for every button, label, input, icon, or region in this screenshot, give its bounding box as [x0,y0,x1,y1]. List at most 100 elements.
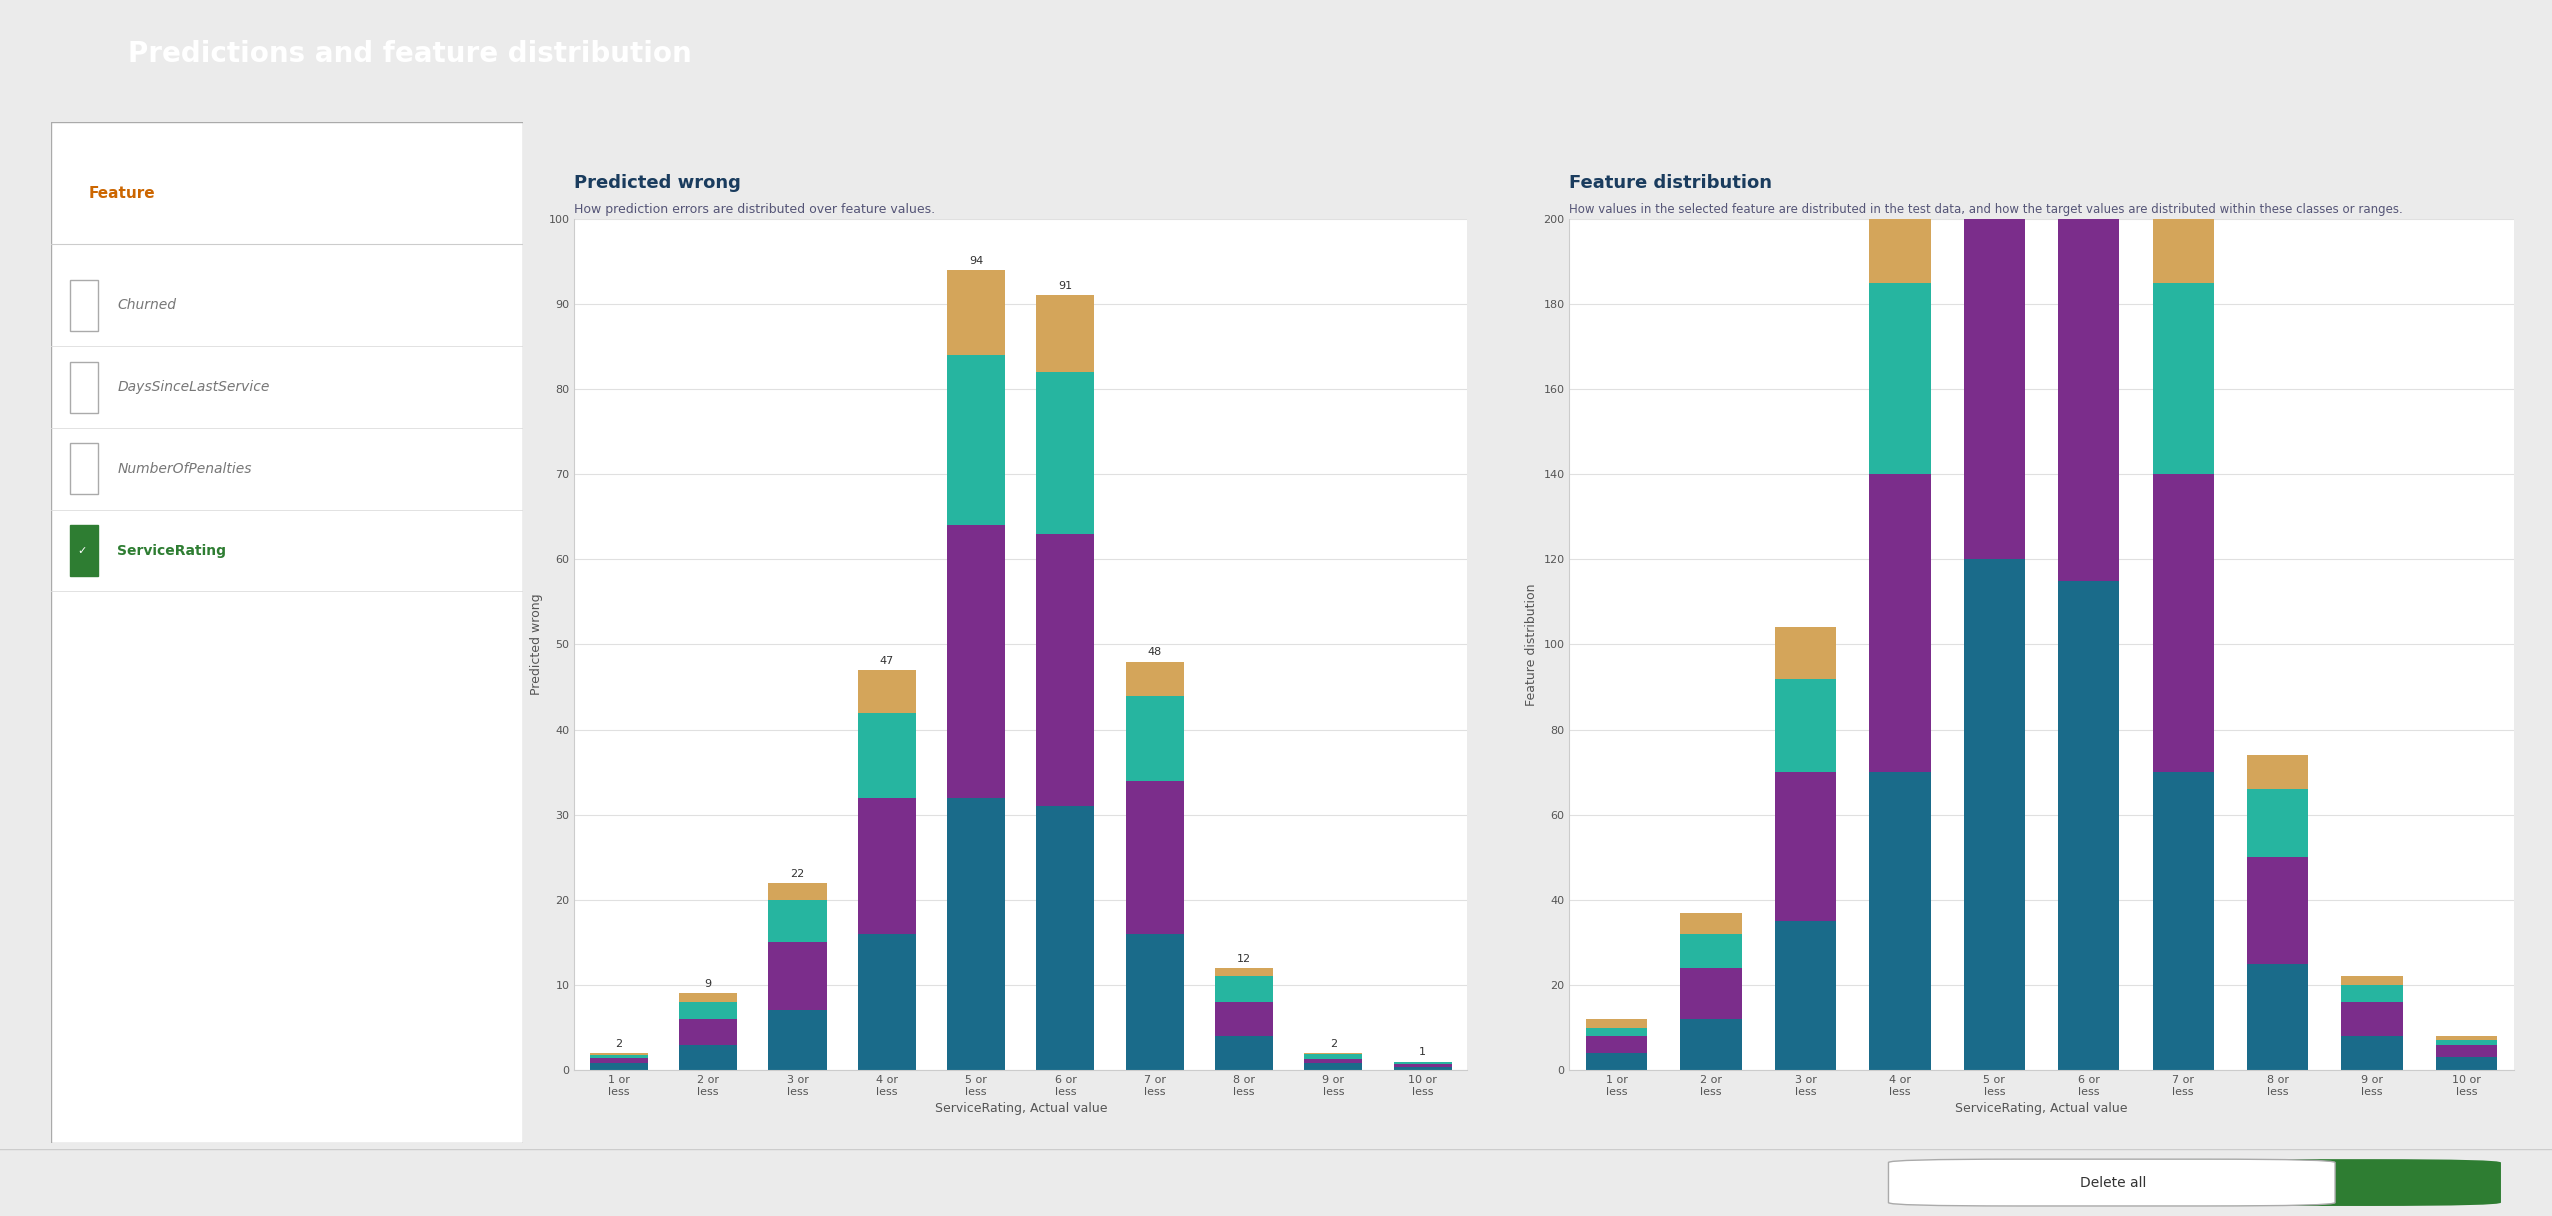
Text: 47: 47 [880,655,893,666]
Bar [2340,985,2404,1002]
Text: Deploy: Deploy [2269,1176,2325,1189]
Bar [1585,1019,1649,1028]
Bar [2057,0,2121,71]
Bar [2435,1036,2498,1041]
Bar [1304,1063,1363,1070]
Text: Churned: Churned [117,298,176,313]
Bar [1679,1019,1743,1070]
Text: 12: 12 [1238,953,1250,963]
Bar [1585,1028,1649,1036]
Text: ServiceRating: ServiceRating [117,544,227,558]
Bar [947,525,1005,798]
FancyBboxPatch shape [1888,1159,2335,1206]
Bar [1125,662,1184,696]
Bar [768,1010,827,1070]
Bar [1036,534,1095,806]
Text: Feature: Feature [89,186,156,201]
Bar [1679,968,1743,1019]
Bar [1036,806,1095,1070]
Bar [1962,559,2026,1070]
Bar [1774,679,1837,772]
Bar [857,713,916,798]
Text: DaysSinceLastService: DaysSinceLastService [117,381,271,394]
Bar [768,942,827,1010]
FancyBboxPatch shape [51,122,523,1143]
Bar [679,1045,738,1070]
Bar [857,934,916,1070]
Bar [2340,976,2404,985]
Bar [1585,1053,1649,1070]
Bar [1215,968,1273,976]
Bar [1679,934,1743,968]
Bar [2340,1036,2404,1070]
Bar [1215,1036,1273,1070]
Bar [1774,922,1837,1070]
Bar [857,670,916,713]
Bar [2246,755,2310,789]
Bar [1774,772,1837,922]
Text: Feature distribution: Feature distribution [1569,174,1774,192]
Bar [1393,1063,1452,1064]
Text: NumberOfPenalties: NumberOfPenalties [117,462,253,475]
Bar [1868,176,1932,283]
Bar [2151,474,2215,772]
Bar [2151,176,2215,283]
Y-axis label: Feature distribution: Feature distribution [1526,584,1539,705]
Bar [2151,772,2215,1070]
Text: Delete all: Delete all [2080,1176,2146,1189]
Text: 2: 2 [1330,1038,1337,1048]
Bar [857,798,916,934]
Text: 2: 2 [615,1038,623,1048]
Bar [1962,0,2026,49]
Text: 1: 1 [1419,1047,1427,1058]
Text: How prediction errors are distributed over feature values.: How prediction errors are distributed ov… [574,203,937,215]
Bar [1585,1036,1649,1053]
X-axis label: ServiceRating, Actual value: ServiceRating, Actual value [1955,1102,2128,1115]
Bar [679,993,738,1002]
Bar [1868,772,1932,1070]
Bar [1962,49,2026,559]
Bar [679,1002,738,1019]
Bar [679,1019,738,1045]
Bar [2246,789,2310,857]
Text: ✓: ✓ [77,546,87,556]
Text: 94: 94 [970,255,983,266]
Bar [1125,934,1184,1070]
Bar [1125,696,1184,781]
Bar [1215,1002,1273,1036]
Bar [590,1063,648,1070]
Bar [1036,295,1095,372]
Bar [590,1053,648,1054]
Bar [590,1054,648,1058]
Bar [947,355,1005,525]
Bar [947,798,1005,1070]
Bar [1304,1054,1363,1059]
Text: Predictions and feature distribution: Predictions and feature distribution [128,39,692,68]
Bar [1868,283,1932,474]
Text: 9: 9 [704,979,712,990]
Bar [1679,912,1743,934]
Bar [2151,283,2215,474]
Y-axis label: Predicted wrong: Predicted wrong [531,593,544,696]
Bar [2340,1002,2404,1036]
Bar [1774,627,1837,679]
Bar [69,444,97,495]
FancyBboxPatch shape [2093,1159,2501,1206]
Bar [1868,474,1932,772]
Bar [1393,1066,1452,1070]
Text: 48: 48 [1148,647,1161,658]
Bar [69,361,97,412]
Bar [1036,372,1095,534]
Text: 22: 22 [791,868,804,879]
Bar [2057,581,2121,1070]
X-axis label: ServiceRating, Actual value: ServiceRating, Actual value [934,1102,1108,1115]
Bar [2057,71,2121,581]
Bar [2435,1058,2498,1070]
Bar [1125,781,1184,934]
Bar [2435,1045,2498,1058]
Bar [1393,1064,1452,1066]
Bar [590,1058,648,1063]
Bar [2246,963,2310,1070]
Bar [2246,857,2310,963]
Bar [768,900,827,942]
